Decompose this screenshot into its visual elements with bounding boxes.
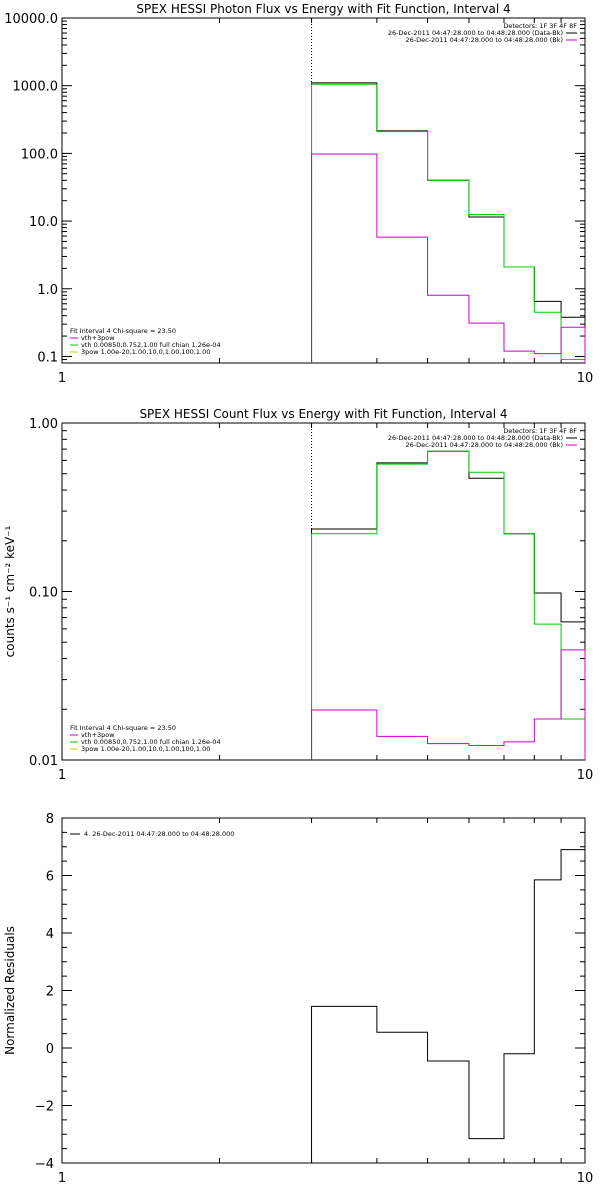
series-bk-step — [311, 649, 586, 760]
legend-detectors: Detectors: 1F 3F 4F 8F — [503, 22, 577, 30]
legend-left-entry: vth+3pow — [81, 731, 115, 739]
plot-frame — [61, 422, 586, 761]
legend-left-entry: vth 0.00850,0.752,1.00 full chian 1.26e-… — [81, 738, 221, 746]
y-tick-label: 10000.0 — [4, 12, 58, 27]
legend-left-entry: 4. 26-Dec-2011 04:47:28.000 to 04:48:28.… — [84, 830, 234, 838]
chart-2: SPEX HESSI Count Flux vs Energy with Fit… — [3, 407, 593, 783]
series-data-step — [311, 450, 586, 760]
chart-title: SPEX HESSI Count Flux vs Energy with Fit… — [139, 407, 507, 421]
legend-right-entry: 26-Dec-2011 04:47:28.000 to 04:48:28.000… — [388, 29, 563, 37]
y-tick-label: 0.01 — [29, 754, 58, 769]
series-bk-step — [311, 153, 586, 363]
series-model-step — [311, 83, 586, 363]
y-tick-label: −4 — [35, 1157, 54, 1172]
y-tick-label: 8 — [46, 812, 54, 827]
y-tick-label: 4 — [46, 927, 54, 942]
legend-left-entry: vth 0.00850,0.752,1.00 full chian 1.26e-… — [81, 341, 221, 349]
y-tick-label: 1.00 — [29, 417, 58, 432]
x-tick-label: 1 — [58, 1171, 66, 1186]
y-tick-label: 2 — [46, 985, 54, 1000]
chart-3: Normalized Residuals 1 10 −4 −2 0 2 4 6 8 4. 26-De… — [3, 812, 593, 1186]
series-model-step — [311, 450, 586, 760]
legend-chi-square: Fit Interval 4 Chi-square = 23.50 — [70, 724, 176, 732]
y-tick-label: 1000.0 — [13, 80, 59, 95]
legend-left-entry: 3pow 1.00e-20,1.00,10.0,1.00,100,1.00 — [81, 348, 210, 356]
y-tick-label: 6 — [46, 870, 54, 885]
legend-left-entry: vth+3pow — [81, 334, 115, 342]
chart-title: SPEX HESSI Photon Flux vs Energy with Fi… — [136, 2, 510, 16]
series-data-step — [311, 82, 586, 363]
legend-right-entry: 26-Dec-2011 04:47:28.000 to 04:48:28.000… — [388, 434, 563, 442]
legend-chi-square: Fit Interval 4 Chi-square = 23.50 — [70, 327, 176, 335]
plot-frame — [61, 817, 586, 1164]
legend-right-entry: 26-Dec-2011 04:47:28.000 to 04:48:28.000… — [406, 36, 564, 44]
x-tick-label: 10 — [577, 371, 594, 386]
y-tick-label: 0.10 — [29, 586, 58, 601]
x-tick-label: 1 — [58, 768, 66, 783]
y-tick-label: −2 — [35, 1100, 54, 1115]
y-tick-label: 100.0 — [21, 147, 58, 162]
y-tick-label: 10.0 — [29, 215, 58, 230]
plot-frame — [61, 17, 586, 364]
legend-detectors: Detectors: 1F 3F 4F 8F — [503, 427, 577, 435]
chart-1: SPEX HESSI Photon Flux vs Energy with Fi… — [4, 2, 593, 386]
y-axis-label: counts s⁻¹ cm⁻² keV⁻¹ — [3, 525, 17, 657]
legend-right-entry: 26-Dec-2011 04:47:28.000 to 04:48:28.000… — [406, 441, 564, 449]
x-tick-label: 10 — [577, 768, 594, 783]
y-tick-label: 0.1 — [37, 350, 58, 365]
y-tick-label: 0 — [46, 1042, 54, 1057]
y-axis-label: Normalized Residuals — [3, 926, 17, 1055]
x-tick-label: 1 — [58, 371, 66, 386]
legend-left-entry: 3pow 1.00e-20,1.00,10.0,1.00,100,1.00 — [81, 745, 210, 753]
x-tick-label: 10 — [577, 1171, 594, 1186]
series-data-step — [311, 849, 586, 1163]
y-tick-label: 1.0 — [37, 283, 58, 298]
